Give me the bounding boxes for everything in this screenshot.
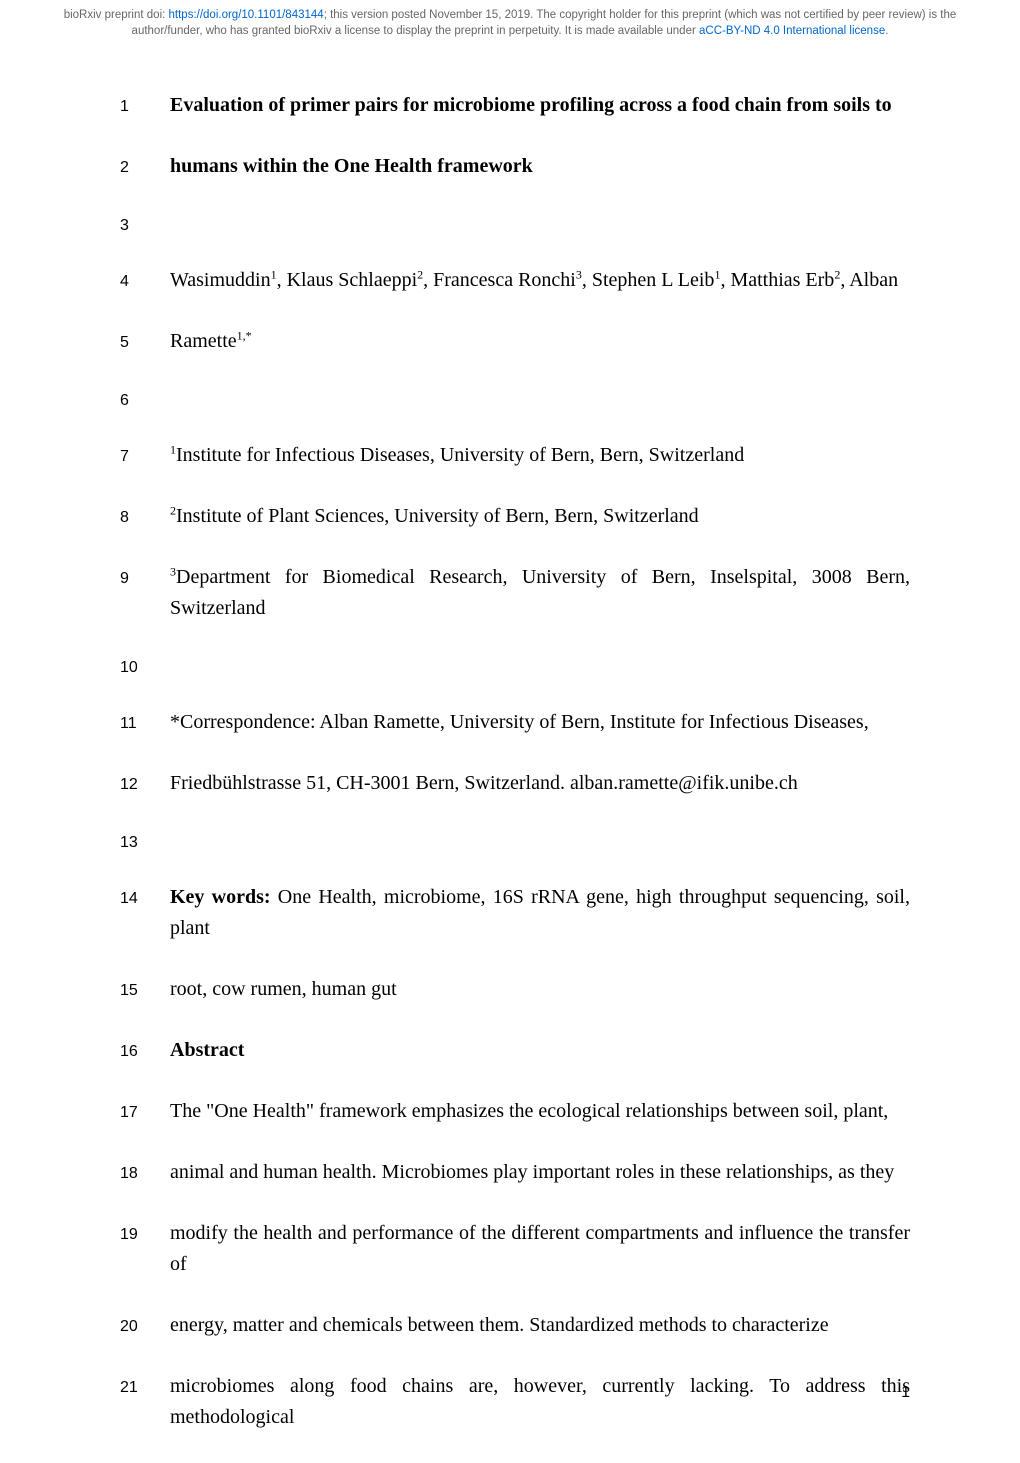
manuscript-line: 17The "One Health" framework emphasizes …	[120, 1096, 910, 1127]
manuscript-line: 15root, cow rumen, human gut	[120, 974, 910, 1005]
preprint-prefix: bioRxiv preprint doi:	[64, 9, 169, 21]
line-text: Abstract	[170, 1035, 910, 1066]
line-text	[170, 387, 910, 405]
line-number: 5	[120, 334, 170, 352]
manuscript-line: 5Ramette1,*	[120, 326, 910, 357]
line-number: 3	[120, 217, 170, 235]
manuscript-line: 20energy, matter and chemicals between t…	[120, 1310, 910, 1341]
doi-link[interactable]: https://doi.org/10.1101/843144	[169, 9, 324, 21]
line-text	[170, 829, 910, 847]
line-number: 19	[120, 1226, 170, 1244]
manuscript-line: 12Friedbühlstrasse 51, CH-3001 Bern, Swi…	[120, 768, 910, 799]
line-text: 1Institute for Infectious Diseases, Univ…	[170, 440, 910, 471]
line-number: 13	[120, 834, 170, 852]
preprint-header: bioRxiv preprint doi: https://doi.org/10…	[0, 8, 1020, 39]
manuscript-line: 4Wasimuddin1, Klaus Schlaeppi2, Francesc…	[120, 265, 910, 296]
line-text: Ramette1,*	[170, 326, 910, 357]
line-text: *Correspondence: Alban Ramette, Universi…	[170, 707, 910, 738]
line-number: 6	[120, 392, 170, 410]
manuscript-line: 13	[120, 829, 910, 852]
manuscript-line: 16Abstract	[120, 1035, 910, 1066]
line-number: 17	[120, 1104, 170, 1122]
line-text: Wasimuddin1, Klaus Schlaeppi2, Francesca…	[170, 265, 910, 296]
line-number: 14	[120, 890, 170, 908]
line-text: animal and human health. Microbiomes pla…	[170, 1157, 910, 1188]
line-text: energy, matter and chemicals between the…	[170, 1310, 910, 1341]
line-number: 21	[120, 1379, 170, 1397]
line-number: 8	[120, 509, 170, 527]
line-text: root, cow rumen, human gut	[170, 974, 910, 1005]
line-number: 2	[120, 159, 170, 177]
manuscript-line: 19modify the health and performance of t…	[120, 1218, 910, 1280]
line-text	[170, 212, 910, 230]
line-text: microbiomes along food chains are, howev…	[170, 1371, 910, 1433]
manuscript-line: 14Key words: One Health, microbiome, 16S…	[120, 882, 910, 944]
manuscript-line: 71Institute for Infectious Diseases, Uni…	[120, 440, 910, 471]
manuscript-line: 10	[120, 654, 910, 677]
line-number: 9	[120, 570, 170, 588]
manuscript-line: 93Department for Biomedical Research, Un…	[120, 562, 910, 624]
manuscript-line: 2humans within the One Health framework	[120, 151, 910, 182]
license-link[interactable]: aCC-BY-ND 4.0 International license	[699, 25, 885, 37]
line-number: 12	[120, 776, 170, 794]
line-text: Evaluation of primer pairs for microbiom…	[170, 90, 910, 121]
line-text: humans within the One Health framework	[170, 151, 910, 182]
preprint-suffix: .	[885, 25, 888, 37]
line-number: 11	[120, 715, 170, 733]
manuscript-line: 18animal and human health. Microbiomes p…	[120, 1157, 910, 1188]
line-number: 18	[120, 1165, 170, 1183]
line-text: Key words: One Health, microbiome, 16S r…	[170, 882, 910, 944]
manuscript-body: 1Evaluation of primer pairs for microbio…	[120, 90, 910, 1463]
manuscript-line: 6	[120, 387, 910, 410]
line-text: 2Institute of Plant Sciences, University…	[170, 501, 910, 532]
manuscript-line: 82Institute of Plant Sciences, Universit…	[120, 501, 910, 532]
line-number: 16	[120, 1043, 170, 1061]
manuscript-line: 1Evaluation of primer pairs for microbio…	[120, 90, 910, 121]
manuscript-line: 3	[120, 212, 910, 235]
line-number: 1	[120, 98, 170, 116]
line-number: 4	[120, 273, 170, 291]
line-number: 15	[120, 982, 170, 1000]
line-text: modify the health and performance of the…	[170, 1218, 910, 1280]
line-text: The "One Health" framework emphasizes th…	[170, 1096, 910, 1127]
line-number: 20	[120, 1318, 170, 1336]
page-number: 1	[901, 1384, 910, 1402]
line-number: 7	[120, 448, 170, 466]
line-text	[170, 654, 910, 672]
line-number: 10	[120, 659, 170, 677]
manuscript-line: 11*Correspondence: Alban Ramette, Univer…	[120, 707, 910, 738]
line-text: 3Department for Biomedical Research, Uni…	[170, 562, 910, 624]
manuscript-line: 21microbiomes along food chains are, how…	[120, 1371, 910, 1433]
line-text: Friedbühlstrasse 51, CH-3001 Bern, Switz…	[170, 768, 910, 799]
